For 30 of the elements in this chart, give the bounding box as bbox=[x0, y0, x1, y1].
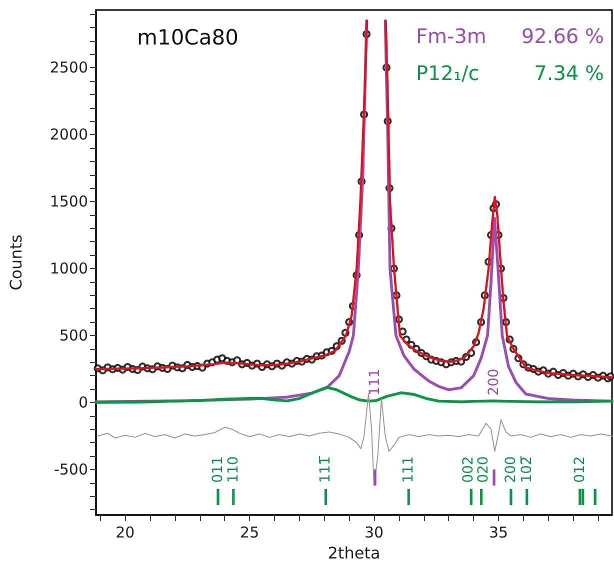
annotation: 111̅ bbox=[318, 455, 334, 483]
annotation: 011 bbox=[210, 456, 226, 483]
y-tick-label: -500 bbox=[54, 460, 88, 478]
text: P12₁/c bbox=[416, 61, 480, 85]
annotation: 200 bbox=[486, 368, 502, 396]
annotation: 020 bbox=[476, 456, 492, 483]
x-axis-title: 2theta bbox=[328, 544, 380, 562]
annotation: 102̅ bbox=[518, 455, 535, 483]
annotation: 111 bbox=[367, 368, 384, 396]
y-axis-title: Counts bbox=[6, 234, 26, 290]
annotation: 111 bbox=[400, 456, 417, 483]
annotation: 7.34 % bbox=[534, 61, 604, 85]
y-tick-label: 1000 bbox=[50, 260, 88, 278]
annotation: 012 bbox=[572, 456, 588, 483]
text: m10Ca80 bbox=[137, 26, 238, 50]
x-tick-label: 35 bbox=[488, 524, 508, 542]
series-label: Fm-3m bbox=[416, 24, 486, 48]
y-tick-label: 0 bbox=[78, 393, 88, 412]
x-tick-label: 25 bbox=[240, 524, 260, 542]
y-tick-label: 500 bbox=[59, 326, 88, 345]
y-tick-label: 2000 bbox=[50, 126, 88, 144]
y-tick-label: 2500 bbox=[50, 58, 88, 77]
annotation: 002 bbox=[460, 456, 477, 483]
line-series bbox=[97, 393, 612, 486]
annotation: 200 bbox=[502, 456, 519, 483]
annotation: 110 bbox=[225, 456, 242, 483]
x-tick-label: 20 bbox=[116, 524, 135, 542]
y-tick-label: 1500 bbox=[50, 192, 88, 211]
x-tick-label: 30 bbox=[364, 524, 384, 542]
annotation: 92.66 % bbox=[521, 24, 604, 48]
